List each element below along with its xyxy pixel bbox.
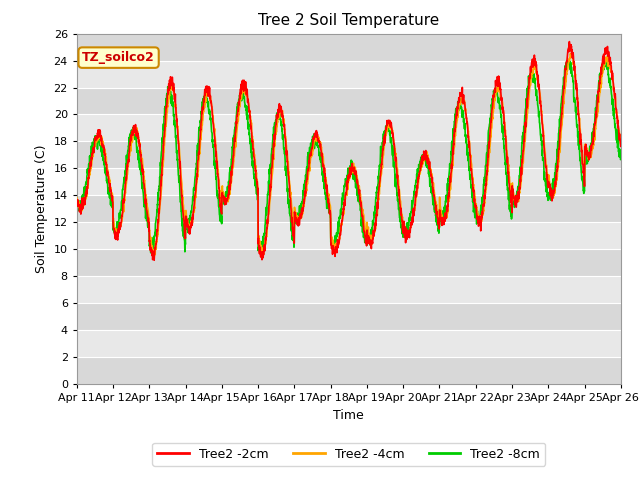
Tree2 -8cm [507,214,515,219]
Tree2 -2cm [150,257,158,263]
Line: Tree2 -8cm: Tree2 -8cm [77,60,621,253]
Tree2 -4cm [225,196,232,202]
Tree2 -8cm [564,58,572,63]
Tree2 -2cm [570,50,577,56]
Tree2 -4cm [507,193,515,199]
Tree2 -2cm [617,144,625,149]
Tree2 -2cm [225,188,232,193]
Tree2 -8cm [570,79,577,85]
Tree2 -8cm [257,250,264,256]
Y-axis label: Soil Temperature (C): Soil Temperature (C) [35,144,48,273]
Bar [77,357,621,384]
Title: Tree 2 Soil Temperature: Tree 2 Soil Temperature [258,13,440,28]
Tree2 -4cm [365,230,372,236]
Legend: Tree2 -2cm, Tree2 -4cm, Tree2 -8cm: Tree2 -2cm, Tree2 -4cm, Tree2 -8cm [152,443,545,466]
Bar [77,303,621,330]
Tree2 -8cm [365,236,372,241]
Bar [77,249,621,276]
Bar [77,195,621,222]
Tree2 -4cm [617,137,625,143]
Tree2 -2cm [376,171,384,177]
Tree2 -4cm [151,252,159,258]
Tree2 -2cm [584,155,592,160]
Tree2 -8cm [73,198,81,204]
Tree2 -8cm [617,156,625,162]
Tree2 -8cm [584,156,592,162]
Tree2 -2cm [566,39,573,45]
Tree2 -4cm [73,195,81,201]
Bar [77,142,621,168]
Tree2 -2cm [73,199,81,205]
Line: Tree2 -2cm: Tree2 -2cm [77,42,621,260]
Bar [77,34,621,60]
Tree2 -8cm [225,179,232,184]
Tree2 -8cm [376,152,384,158]
Tree2 -4cm [376,178,384,184]
Bar [77,87,621,114]
Tree2 -2cm [507,194,515,200]
Tree2 -4cm [570,61,577,67]
Tree2 -4cm [584,156,592,161]
Tree2 -4cm [566,51,574,57]
Line: Tree2 -4cm: Tree2 -4cm [77,54,621,255]
Text: TZ_soilco2: TZ_soilco2 [82,51,155,64]
Tree2 -2cm [365,240,372,246]
X-axis label: Time: Time [333,408,364,421]
